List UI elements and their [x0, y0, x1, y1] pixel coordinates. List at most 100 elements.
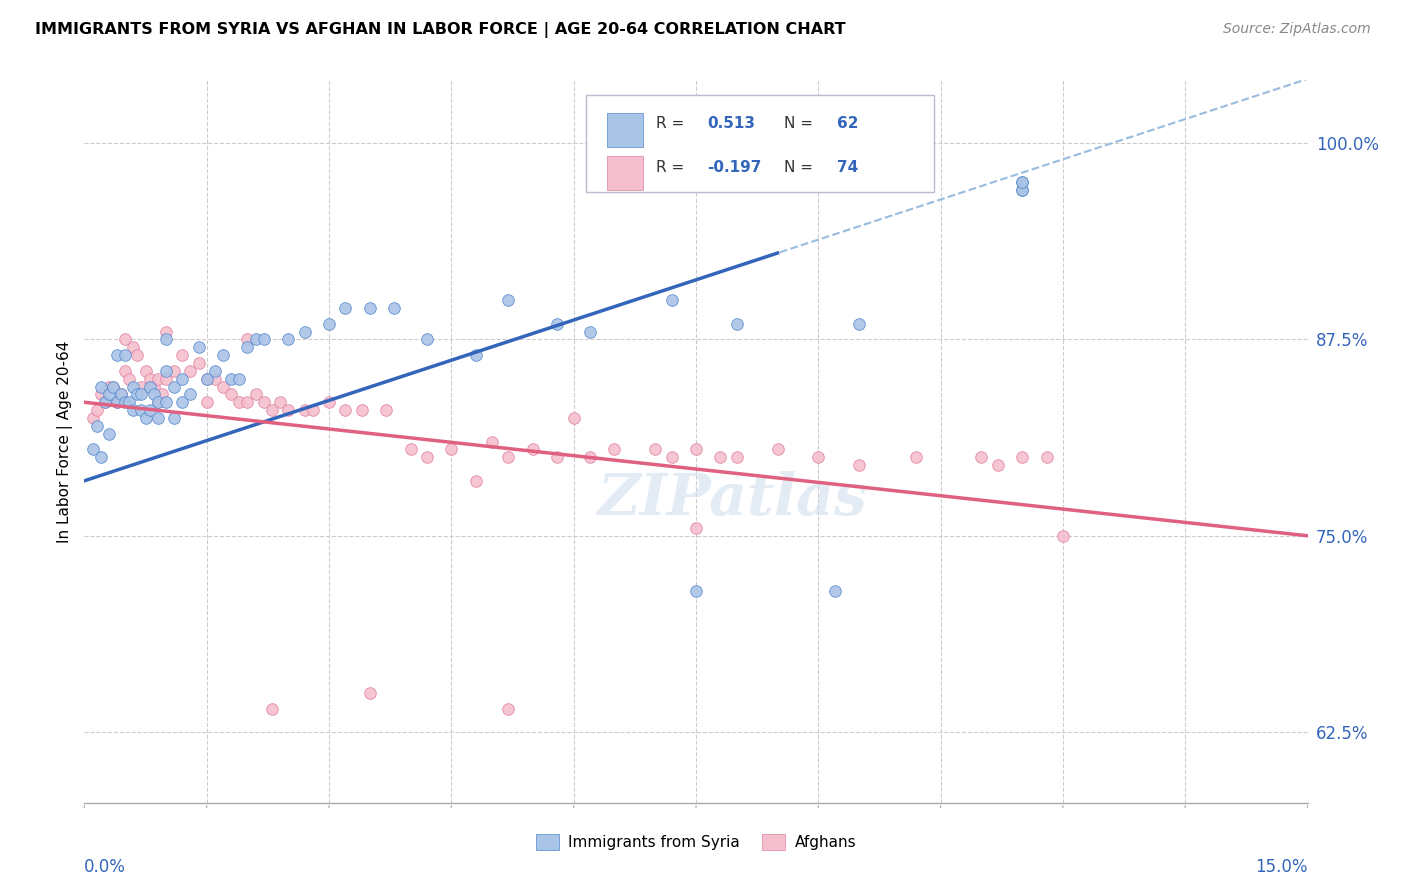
- Point: [179, 387, 201, 401]
- Point: [685, 521, 707, 535]
- Point: [440, 442, 463, 457]
- Point: [228, 372, 250, 386]
- Point: [253, 395, 276, 409]
- Point: [335, 301, 357, 315]
- Point: [195, 372, 218, 386]
- Point: [318, 317, 340, 331]
- Text: 74: 74: [837, 160, 858, 175]
- Text: N =: N =: [785, 160, 818, 175]
- Point: [579, 450, 602, 465]
- Point: [464, 348, 486, 362]
- Point: [1011, 183, 1033, 197]
- Point: [987, 458, 1010, 472]
- Point: [375, 403, 398, 417]
- Text: N =: N =: [785, 117, 818, 131]
- Point: [195, 372, 218, 386]
- Point: [204, 372, 226, 386]
- Point: [93, 395, 115, 409]
- Point: [97, 379, 120, 393]
- Point: [399, 442, 422, 457]
- Point: [138, 372, 160, 386]
- Point: [522, 442, 544, 457]
- Point: [1011, 175, 1033, 189]
- Point: [725, 450, 748, 465]
- Point: [142, 387, 165, 401]
- Point: [359, 301, 381, 315]
- Point: [82, 411, 104, 425]
- Point: [212, 379, 235, 393]
- Text: IMMIGRANTS FROM SYRIA VS AFGHAN IN LABOR FORCE | AGE 20-64 CORRELATION CHART: IMMIGRANTS FROM SYRIA VS AFGHAN IN LABOR…: [35, 22, 846, 38]
- Text: ZIPatlas: ZIPatlas: [598, 471, 868, 527]
- Point: [1035, 450, 1057, 465]
- Point: [135, 411, 157, 425]
- Point: [131, 387, 153, 401]
- Point: [277, 403, 299, 417]
- Point: [245, 333, 267, 347]
- Point: [219, 387, 242, 401]
- Point: [155, 325, 177, 339]
- Point: [131, 403, 153, 417]
- Point: [172, 348, 194, 362]
- Point: [187, 356, 209, 370]
- Point: [146, 395, 169, 409]
- Point: [90, 387, 112, 401]
- Point: [114, 364, 136, 378]
- FancyBboxPatch shape: [586, 95, 935, 193]
- Y-axis label: In Labor Force | Age 20-64: In Labor Force | Age 20-64: [58, 341, 73, 542]
- Point: [135, 364, 157, 378]
- Text: 15.0%: 15.0%: [1256, 858, 1308, 876]
- Point: [1011, 450, 1033, 465]
- Point: [97, 387, 120, 401]
- Point: [644, 442, 666, 457]
- Point: [661, 450, 683, 465]
- Point: [105, 395, 128, 409]
- Point: [138, 403, 160, 417]
- Point: [101, 379, 124, 393]
- Point: [97, 426, 120, 441]
- Point: [90, 450, 112, 465]
- Point: [359, 686, 381, 700]
- Point: [709, 450, 731, 465]
- Point: [905, 450, 928, 465]
- Point: [127, 387, 149, 401]
- Point: [155, 395, 177, 409]
- Point: [562, 411, 585, 425]
- Point: [122, 403, 145, 417]
- Point: [498, 450, 520, 465]
- Point: [146, 395, 169, 409]
- Point: [725, 317, 748, 331]
- Point: [86, 418, 108, 433]
- Point: [245, 387, 267, 401]
- Point: [172, 372, 194, 386]
- Point: [335, 403, 357, 417]
- Point: [219, 372, 242, 386]
- Point: [603, 442, 626, 457]
- Point: [155, 364, 177, 378]
- Point: [228, 395, 250, 409]
- Point: [155, 333, 177, 347]
- Point: [131, 379, 153, 393]
- Point: [294, 403, 316, 417]
- Point: [122, 340, 145, 354]
- Point: [110, 387, 132, 401]
- Point: [848, 317, 870, 331]
- Point: [204, 364, 226, 378]
- FancyBboxPatch shape: [606, 156, 644, 190]
- Point: [318, 395, 340, 409]
- Point: [101, 379, 124, 393]
- Point: [350, 403, 373, 417]
- Text: R =: R =: [655, 160, 689, 175]
- Point: [146, 372, 169, 386]
- FancyBboxPatch shape: [606, 112, 644, 147]
- Point: [1011, 183, 1033, 197]
- Text: 62: 62: [837, 117, 858, 131]
- Point: [766, 442, 789, 457]
- Point: [685, 583, 707, 598]
- Text: 0.513: 0.513: [707, 117, 755, 131]
- Point: [498, 293, 520, 308]
- Point: [661, 293, 683, 308]
- Point: [824, 583, 846, 598]
- Point: [82, 442, 104, 457]
- Point: [163, 364, 186, 378]
- Text: -0.197: -0.197: [707, 160, 762, 175]
